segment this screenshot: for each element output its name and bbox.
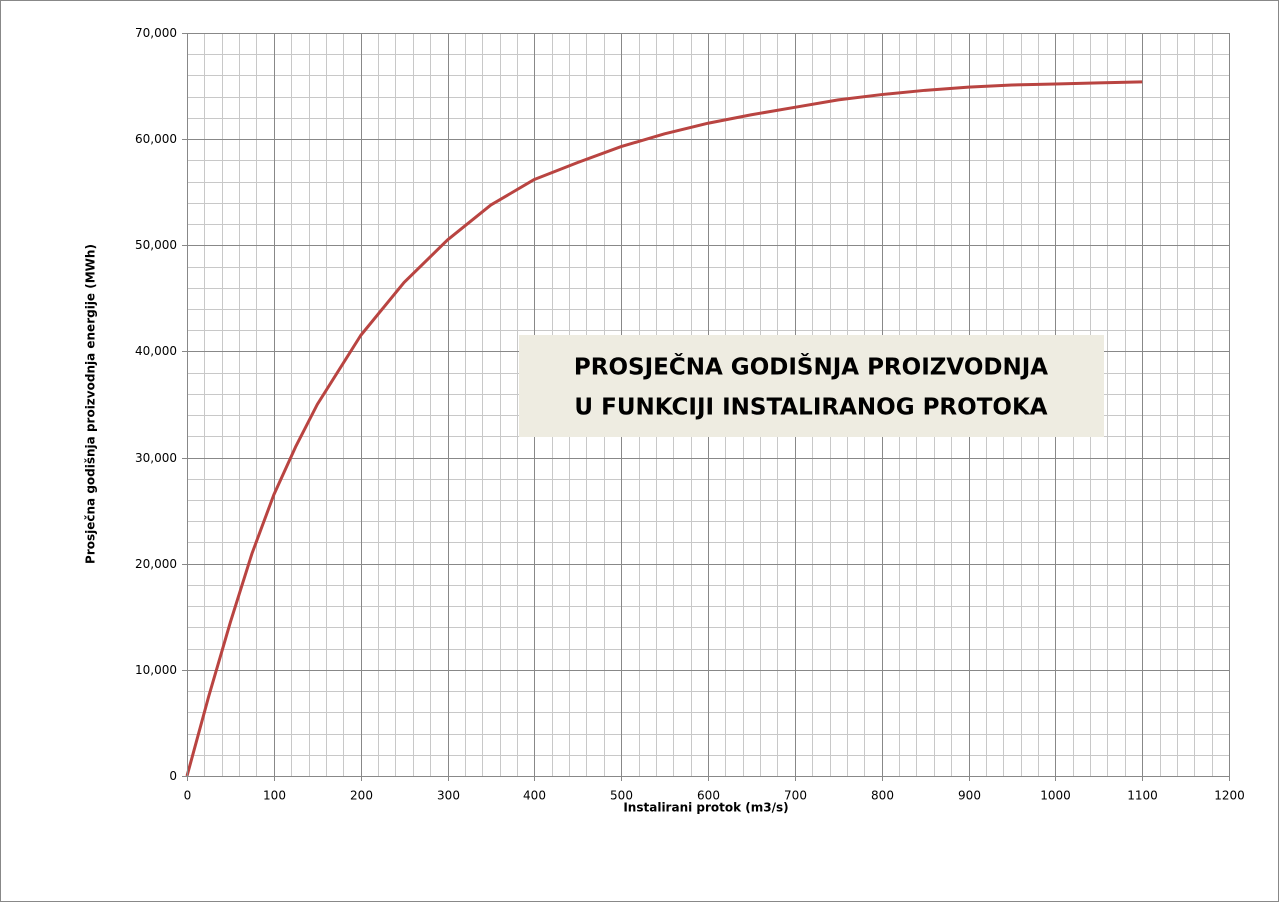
y-tick-label: 20,000: [135, 557, 177, 571]
x-tick-label: 400: [523, 789, 546, 803]
annotation-line: PROSJEČNA GODIŠNJA PROIZVODNJA: [574, 353, 1048, 381]
x-tick-label: 800: [871, 789, 894, 803]
x-tick-label: 300: [437, 789, 460, 803]
x-tick-label: 500: [610, 789, 633, 803]
y-tick-label: 70,000: [135, 26, 177, 40]
x-tick-label: 0: [184, 789, 192, 803]
x-tick-label: 200: [350, 789, 373, 803]
y-tick-label: 0: [169, 769, 177, 783]
x-tick-label: 900: [958, 789, 981, 803]
y-tick-label: 30,000: [135, 451, 177, 465]
y-tick-label: 40,000: [135, 344, 177, 358]
x-tick-label: 600: [697, 789, 720, 803]
y-tick-label: 10,000: [135, 663, 177, 677]
x-tick-label: 1100: [1127, 789, 1158, 803]
annotation-box: [519, 335, 1104, 437]
line-series: [185, 80, 1143, 777]
x-axis-label: Instalirani protok (m3/s): [623, 801, 788, 815]
x-tick-label: 1200: [1214, 789, 1245, 803]
annotation-line: U FUNKCIJI INSTALIRANOG PROTOKA: [574, 395, 1047, 421]
x-tick-label: 100: [263, 789, 286, 803]
x-tick-label: 1000: [1040, 789, 1071, 803]
plot: [185, 80, 1143, 777]
y-tick-label: 50,000: [135, 238, 177, 252]
x-tick-label: 700: [784, 789, 807, 803]
y-axis-label: Prosječna godišnja proizvodnja energije …: [84, 244, 98, 564]
y-tick-label: 60,000: [135, 132, 177, 146]
